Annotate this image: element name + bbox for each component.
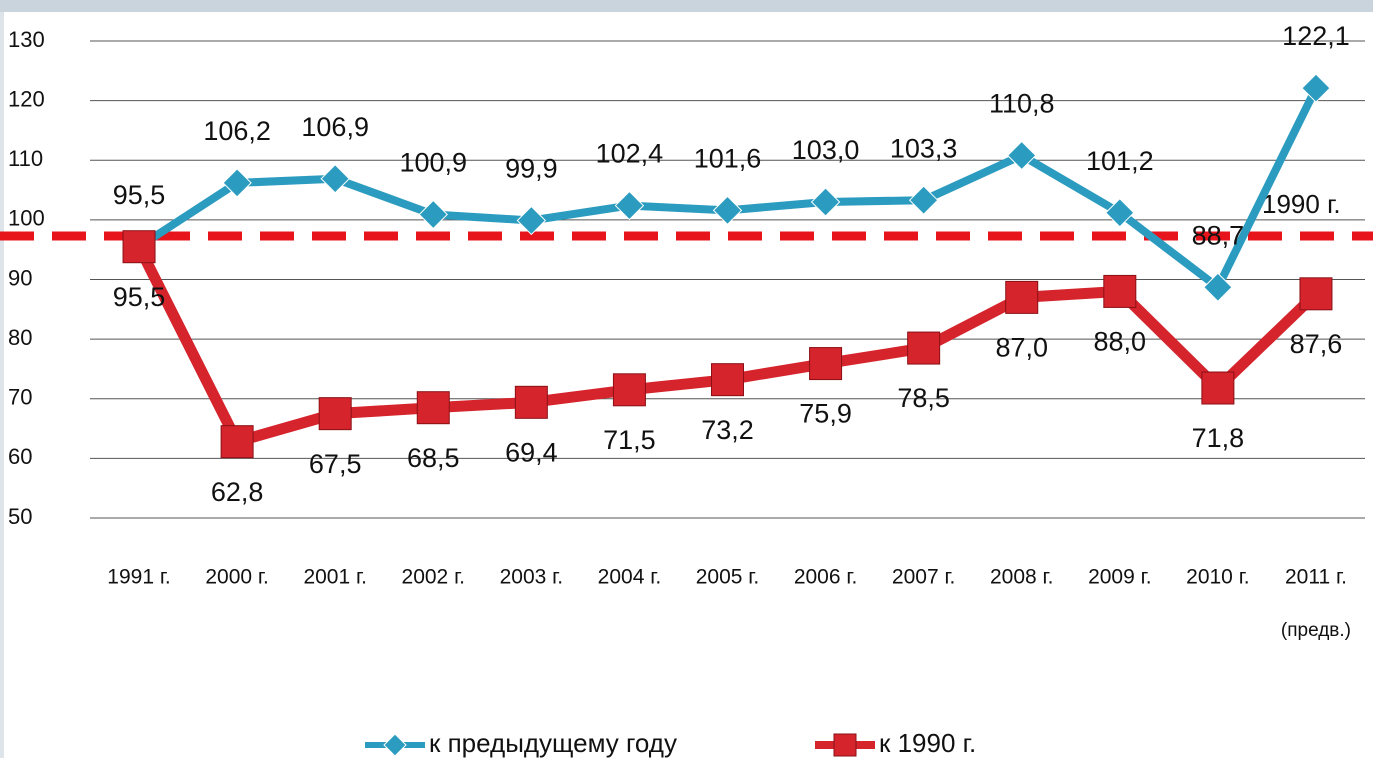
y-tick-label: 70 — [8, 385, 32, 410]
x-tick-label: 2004 г. — [598, 566, 661, 589]
value-label: 95,5 — [113, 282, 166, 312]
value-label: 110,8 — [989, 89, 1055, 119]
point — [1299, 277, 1333, 311]
top-strip — [0, 0, 1373, 12]
point — [1103, 274, 1137, 308]
value-label: 75,9 — [799, 399, 852, 429]
value-label: 68,5 — [407, 443, 460, 473]
point — [220, 425, 254, 459]
point — [1005, 280, 1039, 314]
y-tick-label: 60 — [8, 444, 32, 469]
y-tick-label: 100 — [8, 206, 45, 231]
x-tick-label: 2009 г. — [1088, 566, 1151, 589]
value-label: 78,5 — [897, 383, 950, 413]
y-tick-label: 120 — [8, 86, 45, 111]
x-tick-label: 2008 г. — [990, 566, 1053, 589]
point — [318, 397, 352, 431]
value-label: 69,4 — [505, 437, 558, 467]
y-tick-label: 90 — [8, 265, 32, 290]
point — [1301, 73, 1331, 103]
point — [614, 190, 645, 221]
x-tick-label: 2001 г. — [303, 566, 366, 589]
legend-label: к предыдущему году — [429, 728, 677, 758]
point — [809, 347, 843, 381]
point — [320, 164, 350, 194]
x-tick-label: 2005 г. — [696, 566, 759, 589]
point — [122, 230, 156, 264]
point — [712, 195, 743, 226]
value-label: 99,9 — [505, 154, 558, 184]
x-tick-label: 2000 г. — [205, 566, 268, 589]
value-label: 88,7 — [1192, 220, 1245, 250]
point — [1201, 371, 1235, 405]
value-label: 100,9 — [399, 148, 467, 178]
value-label: 103,3 — [890, 133, 958, 163]
x-tick-label: 2002 г. — [402, 566, 465, 589]
point — [810, 187, 841, 217]
value-label: 106,9 — [301, 112, 369, 142]
y-tick-label: 110 — [8, 146, 43, 171]
y-tick-label: 50 — [8, 504, 32, 529]
x-tick-label: 2003 г. — [500, 566, 563, 589]
point — [416, 391, 450, 425]
x-tick-label: 2006 г. — [794, 566, 857, 589]
value-label: 103,0 — [792, 135, 860, 165]
point — [612, 373, 646, 407]
value-label: 71,8 — [1192, 423, 1245, 453]
point — [1007, 140, 1037, 171]
value-label: 101,2 — [1086, 146, 1154, 176]
point — [514, 385, 548, 419]
point — [1203, 272, 1233, 302]
value-label: 87,0 — [995, 333, 1048, 363]
left-strip — [0, 12, 4, 758]
reference-label: 1990 г. — [1262, 189, 1341, 219]
value-label: 102,4 — [596, 139, 664, 169]
value-label: 106,2 — [203, 116, 271, 146]
x-tick-label: 2007 г. — [892, 566, 955, 589]
y-tick-label: 130 — [8, 27, 45, 52]
value-label: 101,6 — [694, 143, 762, 173]
point — [516, 205, 547, 236]
x-tick-label: 1991 г. — [107, 566, 170, 589]
value-label: 95,5 — [113, 180, 166, 210]
point — [908, 185, 939, 215]
legend-marker — [383, 733, 407, 757]
value-label: 122,1 — [1282, 21, 1350, 51]
point — [418, 199, 448, 230]
x-tick-label: 2011 г. — [1285, 566, 1347, 589]
value-label: 73,2 — [701, 415, 754, 445]
y-tick-label: 80 — [8, 325, 32, 350]
x-tick-note: (предв.) — [1281, 620, 1351, 641]
x-tick-label: 2010 г. — [1186, 566, 1249, 589]
value-label: 62,8 — [211, 477, 264, 507]
value-label: 71,5 — [603, 425, 656, 455]
point — [711, 363, 744, 397]
point — [222, 168, 252, 198]
value-label: 88,0 — [1094, 327, 1147, 357]
legend-marker — [833, 733, 857, 757]
point — [907, 331, 941, 365]
legend-label: к 1990 г. — [879, 728, 976, 758]
value-label: 67,5 — [309, 449, 362, 479]
value-label: 87,6 — [1290, 329, 1343, 359]
point — [1105, 198, 1135, 228]
